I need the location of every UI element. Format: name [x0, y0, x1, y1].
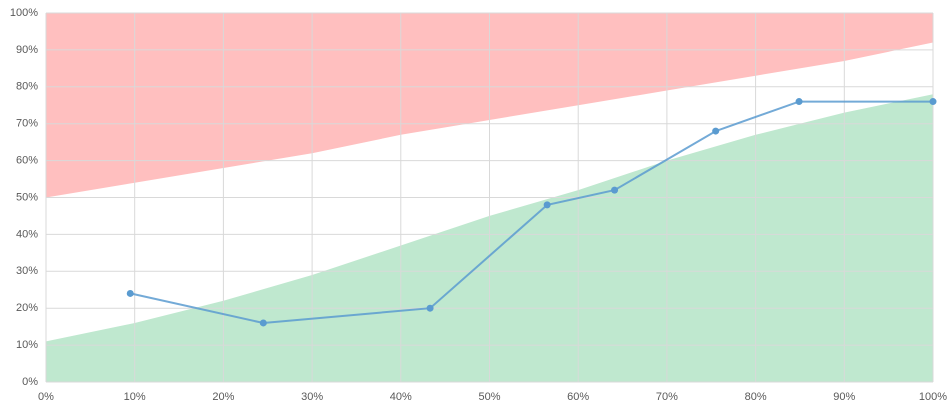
point [795, 98, 803, 106]
point [259, 319, 267, 327]
point [126, 289, 134, 297]
y-tick-label: 80% [16, 81, 38, 93]
x-tick-label: 70% [656, 391, 678, 403]
y-tick-label: 90% [16, 44, 38, 56]
x-tick-label: 30% [301, 391, 323, 403]
point [929, 98, 937, 106]
x-tick-label: 0% [38, 391, 54, 403]
y-tick-label: 20% [16, 302, 38, 314]
y-tick-label: 30% [16, 265, 38, 277]
x-tick-label: 100% [919, 391, 947, 403]
y-tick-label: 10% [16, 339, 38, 351]
y-tick-label: 50% [16, 191, 38, 203]
y-tick-label: 70% [16, 118, 38, 130]
y-tick-label: 40% [16, 228, 38, 240]
y-tick-label: 60% [16, 155, 38, 167]
x-tick-label: 20% [212, 391, 234, 403]
point [543, 201, 551, 209]
y-tick-label: 100% [10, 7, 38, 19]
x-tick-label: 10% [124, 391, 146, 403]
line [130, 100, 933, 325]
x-tick-label: 80% [745, 391, 767, 403]
point [426, 304, 434, 312]
point [712, 127, 720, 135]
x-tick-label: 60% [567, 391, 589, 403]
x-tick-label: 40% [390, 391, 412, 403]
x-tick-label: 90% [833, 391, 855, 403]
y-tick-label: 0% [22, 376, 38, 388]
x-tick-label: 50% [478, 391, 500, 403]
point [611, 186, 619, 194]
